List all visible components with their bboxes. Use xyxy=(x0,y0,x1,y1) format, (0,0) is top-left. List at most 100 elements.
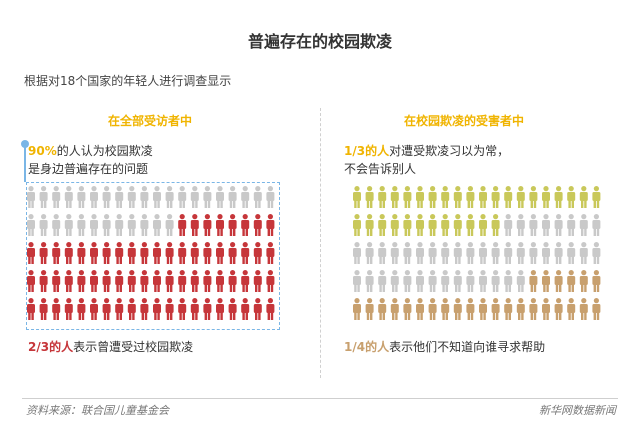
person-icon xyxy=(579,242,588,264)
person-icon xyxy=(453,186,462,208)
person-icon xyxy=(52,298,61,320)
person-icon xyxy=(178,298,187,320)
person-icon xyxy=(228,186,237,208)
right-tag-highlight: 1/4的人 xyxy=(344,340,390,354)
person-icon xyxy=(554,242,563,264)
survey-subtitle: 根据对18个国家的年轻人进行调查显示 xyxy=(24,74,232,88)
person-icon xyxy=(403,214,412,236)
person-icon xyxy=(266,270,275,292)
person-icon xyxy=(516,270,525,292)
person-icon xyxy=(39,242,48,264)
left-desc-line1: 90%的人认为校园欺凌 xyxy=(28,142,153,160)
person-icon xyxy=(428,186,437,208)
person-icon xyxy=(416,186,424,208)
person-icon xyxy=(390,298,399,320)
person-icon xyxy=(52,214,61,236)
person-icon xyxy=(403,270,412,292)
person-icon xyxy=(153,270,161,292)
left-section-heading: 在全部受访者中 xyxy=(108,114,193,128)
person-icon xyxy=(554,270,563,292)
person-icon xyxy=(504,186,513,208)
person-icon xyxy=(165,298,174,320)
person-icon xyxy=(378,242,387,264)
person-icon xyxy=(153,186,161,208)
person-icon xyxy=(27,270,35,292)
person-icon xyxy=(216,186,224,208)
left-tag-highlight: 2/3的人 xyxy=(28,340,74,354)
right-desc-line2: 不会告诉别人 xyxy=(344,162,417,176)
person-icon xyxy=(453,214,462,236)
person-icon xyxy=(90,270,98,292)
person-icon xyxy=(90,298,98,320)
person-icon xyxy=(428,214,437,236)
footer-divider xyxy=(22,398,618,399)
person-icon xyxy=(228,270,237,292)
person-icon xyxy=(365,242,374,264)
person-icon xyxy=(127,242,136,264)
person-icon xyxy=(365,214,374,236)
person-icon xyxy=(491,270,500,292)
person-icon xyxy=(441,298,450,320)
person-icon xyxy=(542,214,550,236)
person-icon xyxy=(153,242,161,264)
person-icon xyxy=(428,298,437,320)
person-icon xyxy=(27,214,35,236)
person-icon xyxy=(216,214,224,236)
left-desc-highlight: 90% xyxy=(28,144,57,158)
right-desc-highlight: 1/3的人 xyxy=(344,144,390,158)
person-icon xyxy=(390,186,399,208)
person-icon xyxy=(253,270,262,292)
person-icon xyxy=(64,242,73,264)
person-icon xyxy=(516,186,525,208)
person-icon xyxy=(102,242,111,264)
person-icon xyxy=(64,270,73,292)
person-icon xyxy=(416,298,424,320)
person-icon xyxy=(115,270,124,292)
person-icon xyxy=(52,270,61,292)
person-icon xyxy=(567,214,576,236)
person-icon xyxy=(592,186,601,208)
person-icon xyxy=(115,214,124,236)
person-icon xyxy=(253,214,262,236)
person-icon xyxy=(190,270,199,292)
person-icon xyxy=(592,298,601,320)
person-icon xyxy=(27,298,35,320)
person-icon xyxy=(153,298,161,320)
person-icon xyxy=(491,186,500,208)
person-icon xyxy=(190,214,199,236)
person-icon xyxy=(203,214,212,236)
person-icon xyxy=(178,270,187,292)
right-desc-line1: 1/3的人对遭受欺凌习以为常， xyxy=(344,142,509,160)
person-icon xyxy=(64,214,73,236)
person-icon xyxy=(390,270,399,292)
person-icon xyxy=(64,186,73,208)
person-icon xyxy=(178,242,187,264)
person-icon xyxy=(165,242,174,264)
person-icon xyxy=(441,214,450,236)
person-icon xyxy=(567,298,576,320)
person-icon xyxy=(39,214,48,236)
person-icon xyxy=(453,270,462,292)
person-icon xyxy=(466,186,475,208)
person-icon xyxy=(453,298,462,320)
person-icon xyxy=(403,298,412,320)
person-icon xyxy=(516,242,525,264)
person-icon xyxy=(554,186,563,208)
person-icon xyxy=(529,242,538,264)
person-icon xyxy=(77,214,86,236)
person-icon xyxy=(378,270,387,292)
person-icon xyxy=(241,270,250,292)
person-icon xyxy=(203,242,212,264)
person-icon xyxy=(378,214,387,236)
person-icon xyxy=(378,298,387,320)
right-person-icon-grid xyxy=(353,186,601,320)
person-icon xyxy=(140,242,149,264)
person-icon xyxy=(127,186,136,208)
person-icon xyxy=(479,270,487,292)
person-icon xyxy=(203,298,212,320)
person-icon xyxy=(542,186,550,208)
person-icon xyxy=(504,270,513,292)
person-icon xyxy=(479,214,487,236)
person-icon xyxy=(64,298,73,320)
person-icon xyxy=(479,186,487,208)
